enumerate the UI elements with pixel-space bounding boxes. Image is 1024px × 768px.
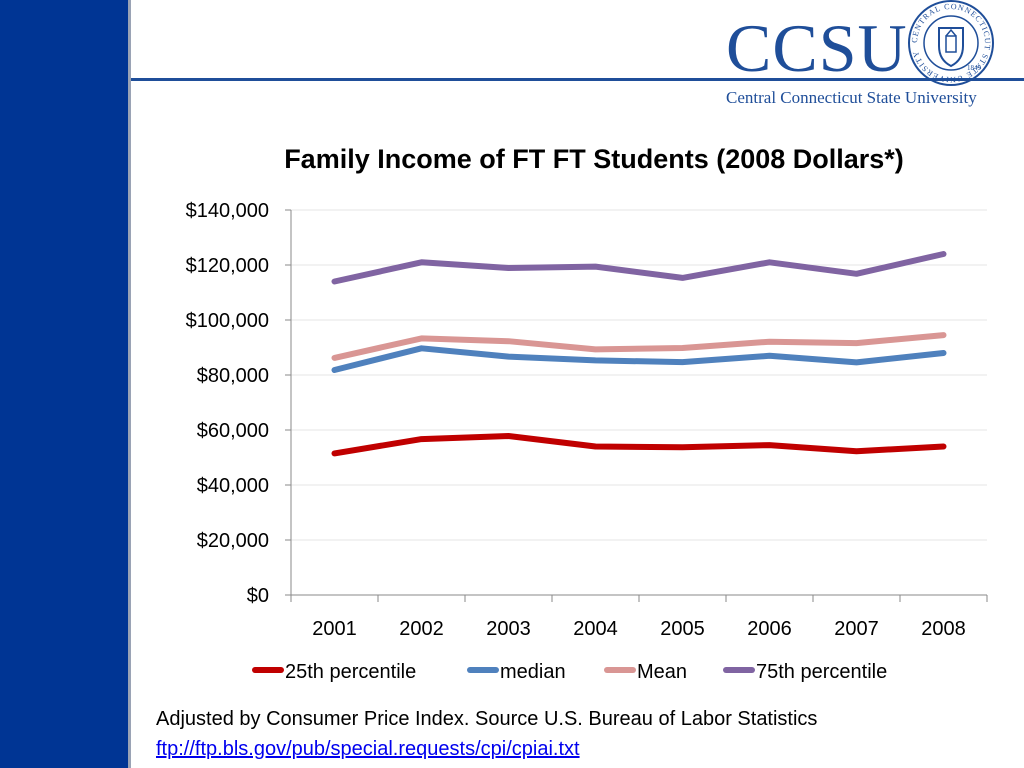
x-tick-label: 2007 (834, 618, 879, 640)
y-tick-label: $20,000 (197, 530, 269, 552)
series-line (331, 433, 947, 457)
legend-label: Mean (637, 661, 687, 683)
series-line (331, 332, 947, 361)
seal-year: 1849 (967, 64, 982, 72)
legend-label: median (500, 661, 566, 683)
x-tick-label: 2004 (573, 618, 618, 640)
university-seal-icon: CENTRAL CONNECTICUT STATE UNIVERSITY 184… (908, 0, 994, 86)
y-tick-label: $60,000 (197, 420, 269, 442)
y-tick-label: $140,000 (186, 200, 269, 222)
sidebar-band (0, 0, 128, 768)
grid-lines (291, 209, 987, 541)
series-line (331, 251, 947, 285)
y-tick-label: $0 (247, 585, 269, 607)
footnote-text: Adjusted by Consumer Price Index. Source… (156, 708, 818, 730)
source-link[interactable]: ftp://ftp.bls.gov/pub/special.requests/c… (156, 738, 580, 760)
y-tick-label: $120,000 (186, 255, 269, 277)
footnote: Adjusted by Consumer Price Index. Source… (156, 704, 817, 764)
y-tick-label: $40,000 (197, 475, 269, 497)
header-rule (131, 78, 1024, 81)
x-tick-label: 2006 (747, 618, 792, 640)
legend-label: 25th percentile (285, 661, 416, 683)
x-tick-label: 2008 (921, 618, 966, 640)
series-lines (331, 251, 947, 457)
income-line-chart: Family Income of FT FT Students (2008 Do… (186, 144, 988, 683)
x-tick-label: 2001 (312, 618, 357, 640)
chart-title: Family Income of FT FT Students (2008 Do… (284, 144, 904, 174)
legend-label: 75th percentile (756, 661, 887, 683)
x-tick-label: 2003 (486, 618, 531, 640)
y-tick-label: $80,000 (197, 365, 269, 387)
sidebar-edge (128, 0, 131, 768)
axes: $0 $20,000 $40,000 $60,000 $80,000 $100,000 $1… (186, 200, 988, 640)
logo-wordmark: CCSU (726, 10, 908, 86)
x-tick-label: 2005 (660, 618, 705, 640)
legend: 25th percentile median Mean 75th percentile (252, 661, 887, 683)
series-line (331, 345, 947, 373)
x-tick-label: 2002 (399, 618, 444, 640)
y-tick-label: $100,000 (186, 310, 269, 332)
logo-subtitle: Central Connecticut State University (726, 88, 977, 107)
